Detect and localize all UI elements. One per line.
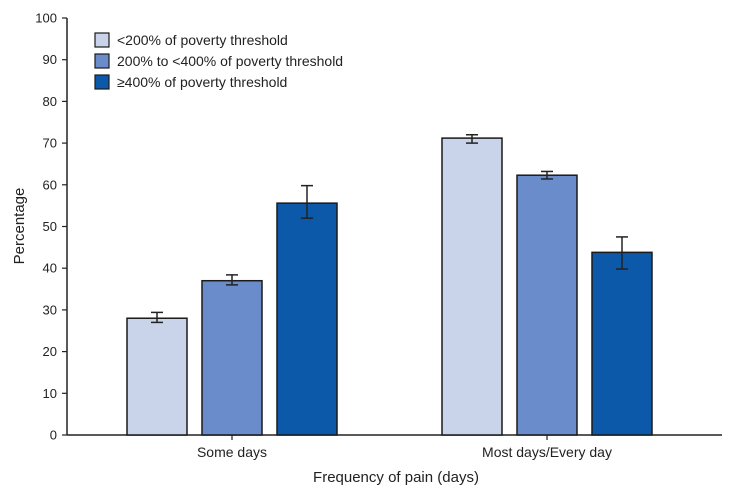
y-tick-label: 40 <box>43 261 57 276</box>
y-tick-label: 0 <box>50 428 57 443</box>
legend-swatch-3 <box>94 74 110 90</box>
x-axis: Some days Most days/Every day <box>67 434 722 460</box>
x-category-label: Some days <box>197 444 267 460</box>
y-tick-label: 100 <box>35 11 57 26</box>
bar-series-1-some-days <box>126 317 188 436</box>
y-axis: 0 10 20 30 40 50 60 70 80 90 100 <box>35 11 68 443</box>
bar-series-1-most-days <box>441 137 503 436</box>
x-axis-title: Frequency of pain (days) <box>313 469 479 486</box>
bars-group <box>126 134 653 436</box>
legend-swatch-2 <box>94 53 110 69</box>
legend-label-1: <200% of poverty threshold <box>117 32 288 48</box>
legend-label-3: ≥400% of poverty threshold <box>117 74 287 90</box>
y-tick-label: 80 <box>43 94 57 109</box>
y-tick-label: 70 <box>43 136 57 151</box>
y-tick-label: 30 <box>43 302 57 317</box>
y-tick-label: 10 <box>43 386 57 401</box>
y-axis-title: Percentage <box>11 188 28 265</box>
legend-swatch-1 <box>94 32 110 48</box>
y-tick-label: 20 <box>43 344 57 359</box>
y-tick-label: 50 <box>43 219 57 234</box>
legend-label-2: 200% to <400% of poverty threshold <box>117 53 343 69</box>
legend: <200% of poverty threshold 200% to <400% … <box>94 32 343 90</box>
y-tick-label: 90 <box>43 52 57 67</box>
bar-series-3-some-days <box>276 202 338 436</box>
bar-series-2-most-days <box>516 174 578 436</box>
y-tick-label: 60 <box>43 177 57 192</box>
bar-series-2-some-days <box>201 279 263 436</box>
bar-series-3-most-days <box>591 251 653 436</box>
x-category-label: Most days/Every day <box>482 444 612 460</box>
